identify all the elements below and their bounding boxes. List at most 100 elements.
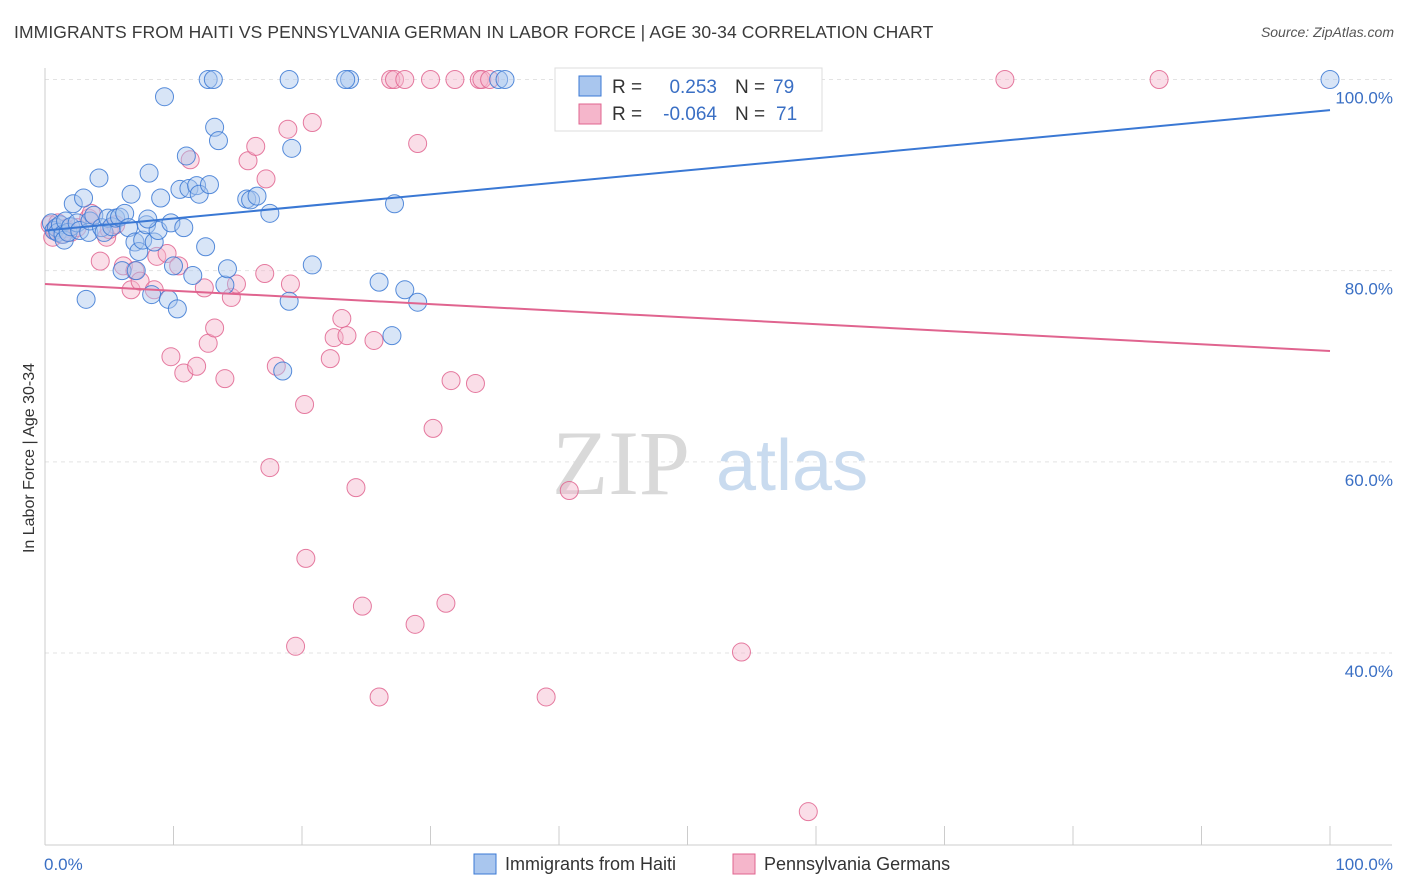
data-point-pa-german: [255, 264, 275, 284]
watermark-atlas: atlas: [716, 426, 868, 506]
data-point-pa-german: [385, 70, 405, 89]
trend-line-pa-german: [44, 283, 1331, 352]
data-point-pa-german: [295, 394, 315, 414]
data-point-pa-german: [256, 169, 276, 189]
data-point-haiti: [139, 163, 159, 183]
data-point-pa-german: [1149, 70, 1169, 89]
data-point-pa-german: [559, 481, 579, 501]
y-tick-label: 80.0%: [1345, 280, 1393, 299]
data-point-haiti: [94, 222, 114, 242]
data-point-haiti: [56, 211, 76, 231]
data-point-haiti: [382, 326, 402, 346]
data-point-haiti: [196, 237, 216, 257]
bottom-legend-label-pa-german: Pennsylvania Germans: [764, 854, 950, 874]
data-point-pa-german: [472, 70, 492, 89]
data-point-pa-german: [421, 70, 440, 89]
data-point-pa-german: [536, 687, 556, 707]
data-point-haiti: [129, 242, 149, 262]
data-point-haiti: [199, 175, 219, 195]
data-point-pa-german: [260, 458, 280, 478]
legend-n-value-1: 79: [773, 77, 794, 98]
data-point-pa-german: [395, 70, 415, 89]
data-point-haiti: [279, 70, 299, 89]
trend-line-haiti: [44, 109, 1331, 232]
data-point-haiti: [74, 188, 94, 208]
data-point-haiti: [495, 70, 515, 89]
x-tick-labels: 0.0% 100.0%: [44, 855, 1393, 874]
legend-r-label-2: R =: [612, 104, 642, 125]
data-point-haiti: [176, 146, 196, 166]
data-point-haiti: [151, 188, 171, 208]
legend-n-label-2: N =: [735, 104, 765, 125]
data-point-haiti: [369, 272, 389, 292]
data-point-pa-german: [346, 478, 366, 498]
bottom-legend-label-haiti: Immigrants from Haiti: [505, 854, 676, 874]
data-point-pa-german: [296, 548, 316, 568]
data-point-haiti: [489, 70, 509, 89]
chart-title: IMMIGRANTS FROM HAITI VS PENNSYLVANIA GE…: [14, 22, 934, 42]
data-point-haiti: [385, 194, 405, 214]
data-point-haiti: [302, 255, 322, 275]
data-point-pa-german: [332, 308, 352, 328]
data-point-pa-german: [423, 418, 443, 438]
data-point-haiti: [179, 178, 199, 198]
data-point-haiti: [125, 232, 145, 252]
legend-r-value-2: -0.064: [663, 104, 717, 125]
legend-swatch-pink: [578, 103, 602, 125]
trend-lines: [44, 109, 1331, 352]
data-point-haiti: [89, 168, 109, 188]
data-point-pa-german: [408, 134, 428, 154]
data-point-haiti: [112, 261, 132, 281]
legend-r-value-1: 0.253: [669, 77, 717, 98]
data-point-haiti: [273, 361, 293, 381]
series-legend: Immigrants from Haiti Pennsylvania Germa…: [473, 853, 950, 875]
data-point-haiti: [138, 209, 158, 229]
legend-n-value-2: 71: [776, 104, 797, 125]
y-tick-label: 60.0%: [1345, 471, 1393, 490]
data-point-pa-german: [180, 150, 200, 170]
data-point-pa-german: [445, 70, 465, 89]
legend-swatch-blue: [578, 75, 602, 97]
data-point-haiti: [144, 232, 164, 252]
data-point-haiti: [167, 299, 187, 319]
stats-legend: R = 0.253 N = 79 R = -0.064 N = 71: [554, 67, 823, 132]
data-point-pa-german: [465, 373, 485, 393]
data-point-haiti: [63, 194, 83, 214]
data-point-haiti: [282, 138, 302, 158]
data-point-haiti: [174, 218, 194, 238]
data-point-haiti: [336, 70, 356, 89]
source-label: Source: ZipAtlas.com: [1260, 24, 1394, 40]
gridlines: [45, 79, 1392, 654]
legend-n-label-1: N =: [735, 77, 765, 98]
data-point-haiti: [133, 230, 153, 250]
data-point-haiti: [215, 275, 235, 295]
data-point-pa-german: [90, 251, 110, 271]
data-point-haiti: [1320, 70, 1340, 89]
data-point-pa-german: [169, 256, 189, 276]
data-point-pa-german: [302, 113, 322, 133]
data-point-haiti: [198, 70, 218, 89]
data-point-pa-german: [187, 356, 207, 376]
y-tick-label: 100.0%: [1335, 89, 1393, 108]
data-point-pa-german: [731, 642, 751, 662]
data-point-pa-german: [205, 318, 225, 338]
data-point-pa-german: [405, 614, 425, 634]
data-point-pa-german: [161, 347, 181, 367]
bottom-legend-swatch-pa-german: [732, 853, 756, 875]
data-point-haiti: [279, 291, 299, 311]
y-axis-title: In Labor Force | Age 30-34: [21, 363, 38, 553]
data-point-pa-german: [215, 369, 235, 389]
axes: [44, 68, 1392, 846]
data-point-haiti: [260, 203, 280, 223]
watermark: ZIP atlas: [552, 412, 868, 514]
data-point-pa-german: [157, 243, 177, 263]
data-point-haiti: [126, 261, 146, 281]
y-tick-label: 40.0%: [1345, 662, 1393, 681]
x-tick-label: 0.0%: [44, 855, 83, 874]
data-point-pa-german: [369, 687, 389, 707]
data-point-pa-german: [364, 330, 384, 350]
data-point-haiti: [247, 186, 267, 206]
data-point-haiti: [155, 87, 175, 107]
data-point-pa-german: [441, 371, 461, 391]
